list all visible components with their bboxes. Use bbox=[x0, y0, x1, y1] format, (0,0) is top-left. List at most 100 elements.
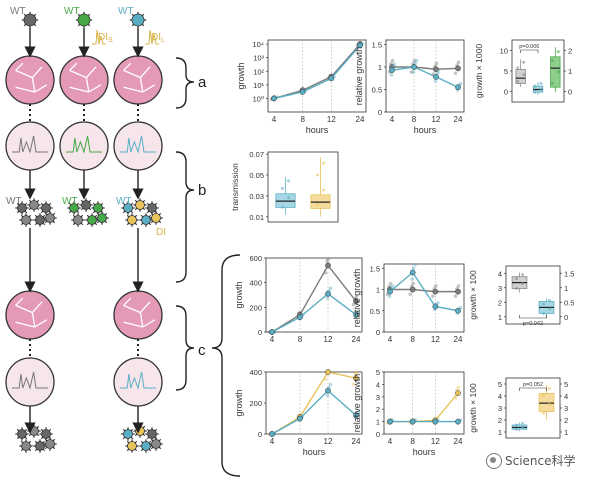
label-wt-3: WT bbox=[118, 6, 134, 17]
cell-membrane bbox=[34, 84, 48, 93]
replicate-point bbox=[325, 296, 330, 300]
virus-body bbox=[127, 215, 137, 225]
virus-icon bbox=[121, 427, 135, 441]
replicate-point bbox=[411, 70, 416, 74]
replicate-point bbox=[410, 277, 414, 281]
virus-body bbox=[147, 203, 157, 213]
y-tick-label: 10⁴ bbox=[252, 40, 264, 49]
box-point bbox=[521, 425, 524, 429]
plot-area bbox=[505, 265, 561, 325]
series-point bbox=[409, 269, 416, 276]
box-point bbox=[550, 81, 554, 85]
y-tick-label: 4 bbox=[498, 269, 502, 278]
cell-membrane bbox=[123, 86, 143, 93]
series-point bbox=[455, 307, 461, 314]
virus-icon bbox=[43, 211, 57, 225]
cell-membrane bbox=[88, 84, 102, 93]
chart-c1-box: 1 2 3 4 0 0.5 1 1.5 growth × 100 p=0.042 bbox=[468, 265, 574, 327]
series-point bbox=[271, 95, 277, 102]
replicate-point bbox=[354, 295, 359, 299]
x-tick-label: 24 bbox=[352, 437, 361, 446]
y-tick-label: 0 bbox=[376, 328, 380, 337]
box-point bbox=[548, 298, 551, 302]
x-tick-label: 24 bbox=[454, 115, 463, 124]
significance-bracket bbox=[519, 387, 547, 391]
series-line bbox=[391, 66, 459, 88]
replicate-point bbox=[325, 258, 329, 263]
y-tick-label: 2 bbox=[498, 298, 502, 307]
box-point bbox=[515, 427, 518, 431]
series-point bbox=[325, 369, 331, 375]
y-tick-label-right: 1 bbox=[564, 428, 568, 437]
di-trace-group bbox=[92, 29, 159, 45]
replicate-point bbox=[431, 294, 435, 298]
y-tick-label: 400 bbox=[249, 279, 262, 288]
virus-icon bbox=[91, 201, 105, 215]
chart-b-transmission: 0.01 0.03 0.05 0.07 transmission bbox=[230, 150, 339, 223]
box-point bbox=[287, 196, 290, 200]
cell-body bbox=[5, 357, 55, 407]
series-line bbox=[273, 44, 361, 100]
virus-icon bbox=[21, 11, 39, 29]
label-wt-4: WT bbox=[6, 196, 22, 207]
y-tick-label: 1 bbox=[498, 313, 502, 322]
replicate-point bbox=[434, 61, 439, 66]
cell-membrane bbox=[139, 301, 151, 314]
cell-body bbox=[113, 290, 163, 340]
cell-membrane bbox=[123, 321, 143, 328]
y-tick-label-right: 5 bbox=[564, 380, 568, 389]
y-tick-label-right: 1 bbox=[568, 67, 572, 76]
box-point bbox=[515, 277, 518, 281]
series-point bbox=[432, 288, 439, 295]
brace-c-large-icon bbox=[211, 254, 241, 477]
cell-membrane bbox=[142, 319, 156, 328]
replicate-point bbox=[456, 385, 461, 390]
label-dil-1: DIL bbox=[151, 32, 165, 44]
brace-a-icon bbox=[175, 57, 195, 109]
y-tick-label: 1 bbox=[376, 418, 380, 427]
box-point bbox=[556, 50, 560, 54]
series-point bbox=[357, 42, 363, 49]
x-tick-label: 24 bbox=[352, 335, 361, 344]
virus-body bbox=[21, 441, 31, 451]
virus-body bbox=[17, 203, 27, 213]
virus-body bbox=[93, 203, 103, 213]
series-point bbox=[269, 329, 275, 335]
cell-membrane bbox=[139, 312, 144, 328]
y-tick-label-right: 2 bbox=[568, 46, 572, 55]
virus-body bbox=[29, 200, 39, 210]
cell-trace bbox=[120, 135, 156, 154]
replicate-point bbox=[409, 70, 414, 74]
series-point bbox=[353, 298, 359, 305]
series-point bbox=[353, 375, 359, 382]
series-point bbox=[389, 67, 395, 74]
box-body bbox=[550, 56, 561, 88]
box-point bbox=[516, 79, 520, 83]
virus-body bbox=[77, 13, 91, 27]
virus-icon bbox=[43, 437, 57, 451]
x-tick-label: 12 bbox=[432, 115, 441, 124]
virus-icon bbox=[133, 424, 147, 438]
cell-membrane bbox=[139, 77, 144, 93]
cell-body bbox=[5, 55, 55, 105]
box-point bbox=[316, 203, 319, 207]
y-tick-label: 0 bbox=[504, 88, 508, 97]
plot-area bbox=[383, 263, 465, 333]
replicate-point bbox=[414, 58, 419, 63]
series-point bbox=[455, 65, 461, 72]
label-dis-1: DIS bbox=[98, 32, 113, 44]
cell-membrane bbox=[69, 69, 87, 79]
y-tick-label: 10⁰ bbox=[253, 94, 264, 103]
box-point bbox=[522, 60, 526, 64]
virus-body bbox=[87, 215, 97, 225]
y-tick-label-right: 4 bbox=[564, 392, 568, 401]
y-axis-label: growth bbox=[236, 62, 246, 89]
replicate-point bbox=[325, 393, 330, 398]
chart-c2-growth: 4 8 12 24 0 200 400 hours growth bbox=[234, 368, 363, 457]
plot-area bbox=[265, 371, 363, 435]
cell-icon bbox=[5, 290, 55, 340]
y-tick-label: 3 bbox=[376, 393, 380, 402]
y-tick-label-right: 3 bbox=[564, 404, 568, 413]
x-tick-label: 8 bbox=[412, 115, 417, 124]
